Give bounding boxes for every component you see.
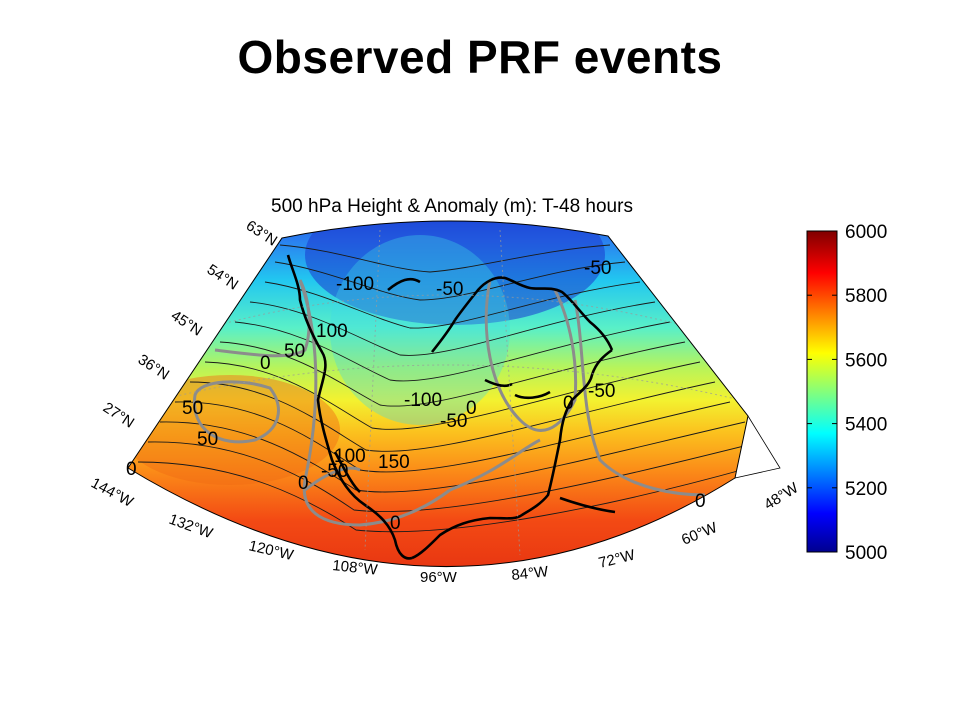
anomaly-label: 0 xyxy=(466,398,477,419)
coastlines xyxy=(286,254,616,560)
colorbar-tick-label: 5200 xyxy=(845,479,887,500)
anomaly-label: -100 xyxy=(404,390,442,411)
lat-label-45: 45°N xyxy=(168,307,205,340)
anomaly-label: -50 xyxy=(588,381,615,402)
anomaly-label: 0 xyxy=(563,393,574,414)
anomaly-label: 0 xyxy=(126,459,137,480)
anomaly-label: 0 xyxy=(695,491,706,512)
lon-label-72: 72°W xyxy=(597,546,638,572)
anomaly-label: 100 xyxy=(334,446,366,467)
anomaly-label: -50 xyxy=(321,461,348,482)
trough-shading-2 xyxy=(330,235,510,425)
colorbar-tick-label: 6000 xyxy=(845,222,887,243)
colorbar-tick-label: 5800 xyxy=(845,286,887,307)
lat-label-63: 63°N xyxy=(243,217,280,250)
anomaly-label: -50 xyxy=(440,411,467,432)
map-frame xyxy=(127,220,749,568)
anomaly-label: 0 xyxy=(260,353,271,374)
anomaly-label: 0 xyxy=(390,513,401,534)
lat-label-36: 36°N xyxy=(135,351,172,384)
lon-label-60: 60°W xyxy=(679,519,720,549)
map-title: 500 hPa Height & Anomaly (m): T-48 hours xyxy=(271,196,633,217)
colorbar-gradient xyxy=(806,230,838,553)
anomaly-label: 150 xyxy=(378,452,410,473)
anomaly-label: 100 xyxy=(316,321,348,342)
lat-label-54: 54°N xyxy=(204,261,241,294)
colorbar-tick-label: 5400 xyxy=(845,415,887,436)
lon-label-48: 48°W xyxy=(761,479,802,513)
anomaly-label: 50 xyxy=(197,429,218,450)
lon-label-132: 132°W xyxy=(167,511,216,543)
colorbar-ticks: 6000 5800 5600 5400 5200 5000 xyxy=(807,222,887,564)
trough-shading xyxy=(305,220,605,325)
lon-label-84: 84°W xyxy=(511,563,550,584)
anomaly-label: -100 xyxy=(336,274,374,295)
colorbar-tick-label: 5600 xyxy=(845,350,887,371)
anomaly-value-labels: -100 -50 -50 100 50 0 50 50 0 -100 -50 0… xyxy=(126,258,706,534)
anomaly-label: -50 xyxy=(584,258,611,279)
anomaly-label: 50 xyxy=(182,398,203,419)
map: 63°N 54°N 45°N 36°N 27°N 144°W 132°W 120… xyxy=(88,217,802,586)
anomaly-label: 50 xyxy=(284,341,305,362)
anomaly-label: 0 xyxy=(298,473,309,494)
anomaly-label: -50 xyxy=(436,279,463,300)
graticule xyxy=(159,229,741,556)
lon-label-96: 96°W xyxy=(420,569,458,586)
slide-title: Observed PRF events xyxy=(237,31,723,83)
lon-label-144: 144°W xyxy=(88,475,137,512)
lon-label-108: 108°W xyxy=(332,557,380,579)
colorbar: 6000 5800 5600 5400 5200 5000 xyxy=(806,222,887,564)
map-frame-corner xyxy=(734,415,781,479)
colorbar-tick-label: 5000 xyxy=(845,543,887,564)
lat-label-27: 27°N xyxy=(100,399,137,432)
